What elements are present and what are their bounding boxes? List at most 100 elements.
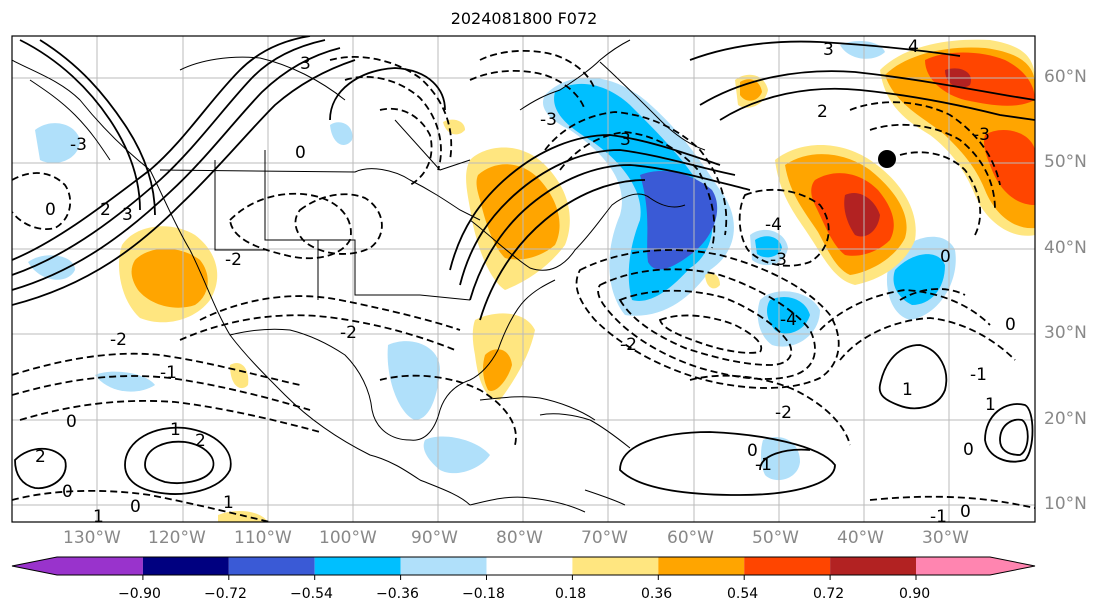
shade-pos-red — [983, 130, 1035, 205]
contours-positive — [12, 36, 1035, 496]
longitude-label: 40°W — [837, 528, 884, 548]
shade-pos-red — [925, 52, 1035, 106]
contour-label: -3 — [770, 250, 787, 270]
contour-label: -3 — [540, 110, 557, 130]
contours-negative — [12, 50, 1035, 522]
shade-neg-light — [760, 436, 800, 481]
colorbar-bin — [400, 557, 487, 575]
contour-label: 0 — [45, 200, 56, 220]
contour-label: 0 — [747, 441, 758, 461]
colorbar-extend-low — [12, 557, 57, 575]
latitude-label: 60°N — [1044, 67, 1087, 87]
colorbar-outline — [11, 556, 1036, 576]
contour-label: 3 — [122, 205, 133, 225]
colorbar-tick-label: −0.72 — [204, 586, 247, 602]
latitude-label: 10°N — [1044, 494, 1087, 514]
contour-label: -2 — [775, 403, 792, 423]
contour-label: 2 — [195, 431, 206, 451]
colorbar-bin — [228, 557, 315, 575]
contour-label: 3 — [620, 130, 631, 150]
contour-label: -1 — [970, 365, 987, 385]
contour-label: 1 — [223, 493, 234, 513]
longitude-label: 130°W — [63, 528, 121, 548]
shade-neg-light — [28, 255, 75, 280]
shade-neg-light — [35, 123, 80, 164]
contour-labels: 3 3 3 3 2 2 2 2 1 1 1 1 1 0 0 0 0 0 0 0 … — [35, 37, 1016, 527]
shade-neg-light — [330, 122, 353, 145]
colorbar-bin — [916, 557, 990, 575]
colorbar-bin — [57, 557, 143, 575]
colorbar-tickmarks — [142, 575, 917, 580]
contour-label: -2 — [340, 323, 357, 343]
shade-neg-medium — [893, 254, 945, 305]
contour-label: -2 — [620, 335, 637, 355]
colorbar-tick-label: −0.36 — [376, 586, 419, 602]
coastlines — [12, 39, 706, 513]
contour-label: 3 — [300, 54, 311, 74]
colorbar-tick-label: −0.18 — [462, 586, 505, 602]
shade-neg-medium — [767, 296, 810, 334]
longitude-label: 70°W — [581, 528, 628, 548]
shade-pos-light — [230, 362, 249, 389]
station-dot — [878, 150, 896, 168]
colorbar-tick-label: 0.90 — [899, 586, 931, 602]
contour-label: 0 — [130, 497, 141, 517]
map-plot-area: 3 3 3 3 2 2 2 2 1 1 1 1 1 0 0 0 0 0 0 0 … — [12, 36, 1035, 527]
colorbar-bin — [486, 557, 573, 575]
colorbar-tick-label: −0.54 — [290, 586, 333, 602]
colorbar-extend-high — [990, 557, 1035, 575]
contour-label: 2 — [35, 447, 46, 467]
latitude-label: 30°N — [1044, 323, 1087, 343]
latitude-label: 50°N — [1044, 152, 1087, 172]
shade-neg-light — [423, 436, 490, 474]
longitude-label: 30°W — [922, 528, 969, 548]
contour-label: 1 — [985, 395, 996, 415]
colorbar-tick-label: −0.90 — [118, 586, 161, 602]
colorbar-tick-label: 0.18 — [555, 586, 587, 602]
contour-label: -1 — [755, 455, 772, 475]
contour-label: 0 — [1005, 315, 1016, 335]
contour-label: 2 — [817, 102, 828, 122]
longitude-label: 50°W — [752, 528, 799, 548]
contour-label: 0 — [62, 482, 73, 502]
shaded-fields — [28, 39, 1035, 522]
colorbar-bin — [572, 557, 659, 575]
shade-pos-light — [705, 273, 720, 289]
contour-label: 0 — [960, 502, 971, 522]
contour-label: 0 — [940, 247, 951, 267]
contour-label: -2 — [110, 330, 127, 350]
shade-neg-dark — [640, 170, 718, 270]
contour-label: -1 — [930, 507, 947, 527]
shade-pos-orange — [483, 349, 512, 391]
colorbar-bin — [658, 557, 745, 575]
longitude-label: 100°W — [319, 528, 377, 548]
contour-label: 0 — [295, 143, 306, 163]
contour-label: -2 — [225, 250, 242, 270]
contour-label: -4 — [765, 215, 782, 235]
shade-pos-orange — [476, 164, 560, 260]
longitude-label: 60°W — [667, 528, 714, 548]
longitude-label: 120°W — [148, 528, 206, 548]
map-frame — [11, 35, 1036, 523]
contour-label: 1 — [170, 420, 181, 440]
shade-pos-darkred — [844, 192, 880, 237]
contour-label: 3 — [823, 40, 834, 60]
colorbar-tick-label: 0.72 — [813, 586, 845, 602]
contour-label: 4 — [908, 37, 919, 57]
map-title: 2024081800 F072 — [450, 9, 598, 28]
latitude-label: 40°N — [1044, 238, 1087, 258]
contour-label: -4 — [780, 310, 797, 330]
contour-label: -3 — [973, 125, 990, 145]
contour-label: 2 — [100, 200, 111, 220]
shade-pos-orange — [131, 248, 208, 308]
shade-neg-light — [387, 341, 440, 420]
contour-label: 1 — [93, 507, 104, 527]
colorbar — [11, 556, 1036, 580]
longitude-label: 80°W — [496, 528, 543, 548]
latitude-label: 20°N — [1044, 409, 1087, 429]
longitude-label: 110°W — [234, 528, 292, 548]
shade-neg-medium — [755, 236, 782, 258]
colorbar-bin — [314, 557, 401, 575]
contour-label: 1 — [902, 380, 913, 400]
